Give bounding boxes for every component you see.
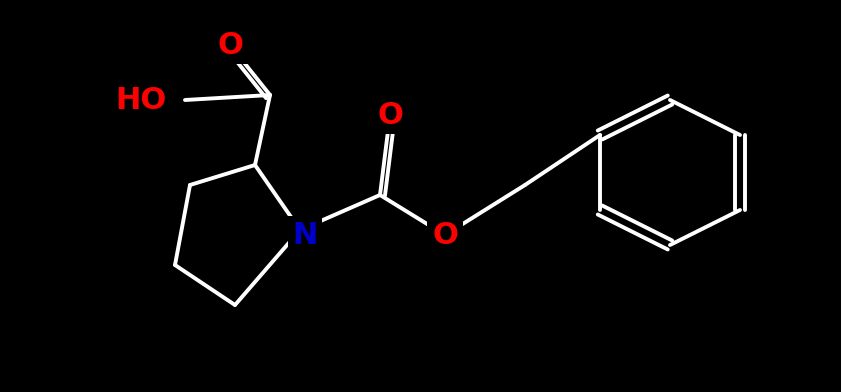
Text: O: O [377,100,403,129]
Text: N: N [293,221,318,249]
Text: HO: HO [116,85,167,114]
Text: O: O [432,221,458,249]
Text: O: O [217,31,243,60]
